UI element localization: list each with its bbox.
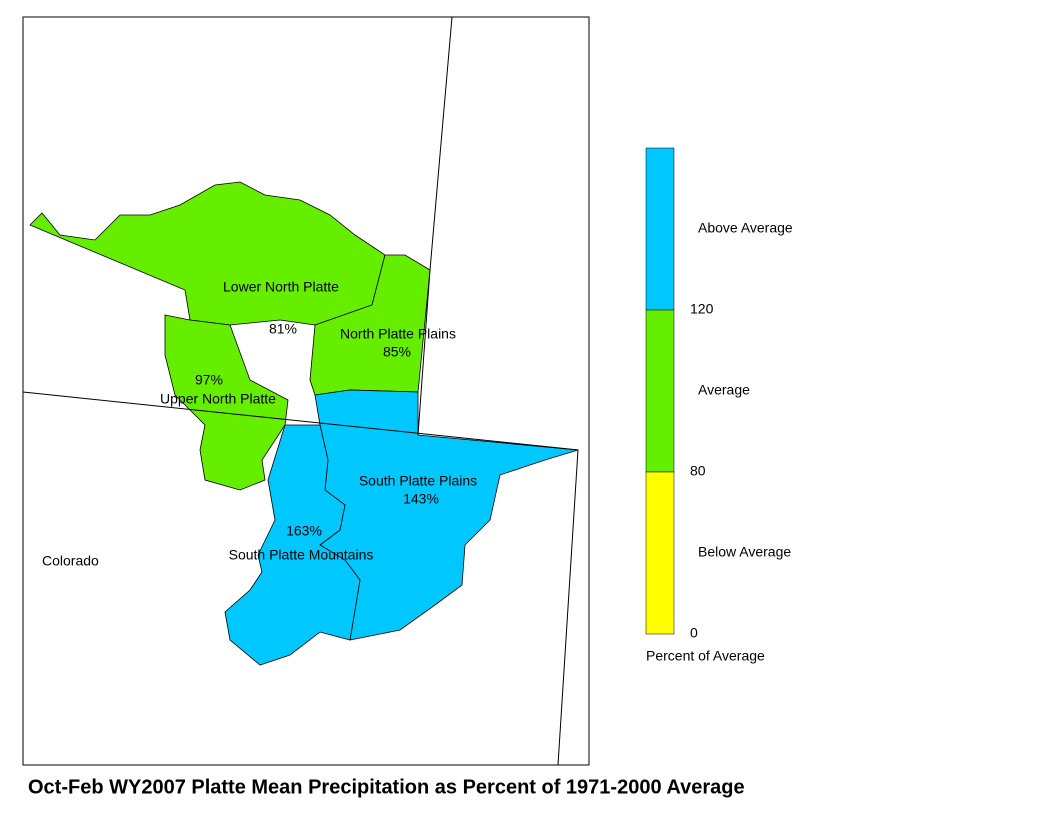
region-name: North Platte Plains <box>340 326 456 342</box>
region-value: 85% <box>383 344 411 360</box>
region-name: Lower North Platte <box>223 279 339 295</box>
region <box>29 181 386 326</box>
region-value: 97% <box>195 372 223 388</box>
map-frame <box>22 16 590 766</box>
legend-swatch <box>645 309 675 473</box>
region-labels: Lower North Platte 81% North Platte Plains… <box>160 279 477 563</box>
region <box>224 424 361 666</box>
region-name: Upper North Platte <box>160 391 276 407</box>
state-label: Colorado <box>42 553 99 569</box>
map-title: Oct-Feb WY2007 Platte Mean Precipitation… <box>28 776 745 798</box>
state-border <box>417 16 453 436</box>
region-value: 81% <box>269 321 297 337</box>
legend-tick: 120 <box>690 301 714 317</box>
region-name: South Platte Plains <box>359 473 477 489</box>
region-value: 163% <box>286 523 322 539</box>
legend-label: Average <box>698 382 750 398</box>
legend-swatch <box>645 471 675 635</box>
region <box>164 314 289 491</box>
legend-tick: 0 <box>690 625 698 641</box>
legend-swatch <box>645 147 675 311</box>
region-name: South Platte Mountains <box>229 547 374 563</box>
legend-tick: 80 <box>690 463 706 479</box>
legend: Above Average Average Below Average 120 80 0 P… <box>645 147 793 664</box>
state-border <box>22 391 579 766</box>
legend-label: Below Average <box>698 544 791 560</box>
legend-label: Above Average <box>698 220 793 236</box>
regions <box>29 181 579 666</box>
region-value: 143% <box>403 491 439 507</box>
legend-title: Percent of Average <box>646 648 765 664</box>
